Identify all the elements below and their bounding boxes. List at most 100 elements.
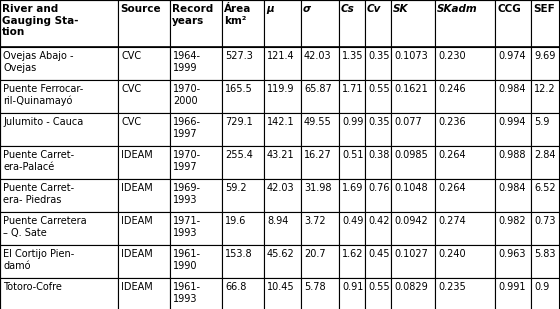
Text: 0.246: 0.246 [438, 84, 465, 94]
Bar [301, 113, 339, 146]
Text: 49.55: 49.55 [304, 117, 332, 127]
Bar [495, 47, 531, 80]
Bar [391, 80, 435, 113]
Bar [264, 245, 301, 278]
Bar [264, 179, 301, 212]
Bar [531, 212, 560, 245]
Bar [118, 80, 170, 113]
Bar [170, 179, 222, 212]
Bar [495, 179, 531, 212]
Text: 0.963: 0.963 [498, 249, 525, 259]
Text: Puente Carretera
– Q. Sate: Puente Carretera – Q. Sate [3, 216, 87, 238]
Bar [365, 212, 391, 245]
Text: CVC: CVC [121, 84, 141, 94]
Text: 59.2: 59.2 [225, 183, 246, 193]
Text: 0.73: 0.73 [534, 216, 556, 226]
Bar [222, 179, 264, 212]
Text: 1964-
1999: 1964- 1999 [173, 51, 201, 73]
Bar [170, 113, 222, 146]
Bar [435, 80, 495, 113]
Bar [531, 179, 560, 212]
Bar [495, 0, 531, 47]
Text: 1969-
1993: 1969- 1993 [173, 183, 201, 205]
Bar [435, 278, 495, 309]
Bar [365, 80, 391, 113]
Bar [170, 278, 222, 309]
Text: 1.62: 1.62 [342, 249, 363, 259]
Bar [264, 0, 301, 47]
Text: SKadm: SKadm [437, 4, 478, 14]
Bar [435, 47, 495, 80]
Bar [365, 278, 391, 309]
Text: 1970-
1997: 1970- 1997 [173, 150, 201, 171]
Bar [339, 47, 365, 80]
Bar [0, 146, 118, 179]
Bar [222, 80, 264, 113]
Bar [391, 179, 435, 212]
Bar [301, 47, 339, 80]
Bar [531, 146, 560, 179]
Text: 0.988: 0.988 [498, 150, 525, 160]
Text: Cs: Cs [341, 4, 354, 14]
Text: IDEAM: IDEAM [121, 282, 153, 292]
Bar [339, 146, 365, 179]
Text: 0.45: 0.45 [368, 249, 390, 259]
Text: 42.03: 42.03 [267, 183, 295, 193]
Bar [0, 278, 118, 309]
Bar [495, 80, 531, 113]
Text: 6.52: 6.52 [534, 183, 556, 193]
Text: 3.72: 3.72 [304, 216, 325, 226]
Bar [118, 245, 170, 278]
Bar [0, 47, 118, 80]
Bar [301, 278, 339, 309]
Bar [222, 0, 264, 47]
Bar [222, 113, 264, 146]
Text: 0.982: 0.982 [498, 216, 526, 226]
Bar [301, 245, 339, 278]
Text: IDEAM: IDEAM [121, 249, 153, 259]
Text: 0.077: 0.077 [394, 117, 422, 127]
Bar [339, 113, 365, 146]
Text: 1.71: 1.71 [342, 84, 363, 94]
Text: 0.984: 0.984 [498, 84, 525, 94]
Text: River and
Gauging Sta-
tion: River and Gauging Sta- tion [2, 4, 78, 37]
Text: 9.69: 9.69 [534, 51, 556, 61]
Bar [222, 245, 264, 278]
Text: SEF: SEF [533, 4, 555, 14]
Bar [365, 47, 391, 80]
Bar [118, 146, 170, 179]
Text: 0.230: 0.230 [438, 51, 465, 61]
Bar [222, 212, 264, 245]
Bar [0, 212, 118, 245]
Text: 1970-
2000: 1970- 2000 [173, 84, 201, 106]
Text: 19.6: 19.6 [225, 216, 246, 226]
Text: 1971-
1993: 1971- 1993 [173, 216, 201, 238]
Text: 0.51: 0.51 [342, 150, 363, 160]
Bar [264, 80, 301, 113]
Text: SK: SK [393, 4, 408, 14]
Bar [118, 47, 170, 80]
Bar [301, 212, 339, 245]
Text: 0.76: 0.76 [368, 183, 390, 193]
Bar [365, 146, 391, 179]
Text: 0.35: 0.35 [368, 51, 390, 61]
Text: Ovejas Abajo -
Ovejas: Ovejas Abajo - Ovejas [3, 51, 73, 73]
Bar [170, 0, 222, 47]
Bar [365, 245, 391, 278]
Text: 121.4: 121.4 [267, 51, 295, 61]
Text: 2.84: 2.84 [534, 150, 556, 160]
Text: 0.0829: 0.0829 [394, 282, 428, 292]
Bar [391, 245, 435, 278]
Text: Totoro-Cofre: Totoro-Cofre [3, 282, 62, 292]
Text: IDEAM: IDEAM [121, 150, 153, 160]
Bar [339, 245, 365, 278]
Bar [365, 179, 391, 212]
Text: 0.235: 0.235 [438, 282, 466, 292]
Text: 20.7: 20.7 [304, 249, 325, 259]
Bar [118, 0, 170, 47]
Text: μ: μ [266, 4, 274, 14]
Bar [118, 113, 170, 146]
Text: 0.1073: 0.1073 [394, 51, 428, 61]
Text: 0.91: 0.91 [342, 282, 363, 292]
Text: 0.55: 0.55 [368, 282, 390, 292]
